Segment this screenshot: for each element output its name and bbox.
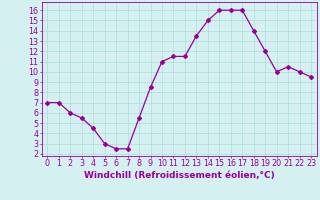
X-axis label: Windchill (Refroidissement éolien,°C): Windchill (Refroidissement éolien,°C)	[84, 171, 275, 180]
